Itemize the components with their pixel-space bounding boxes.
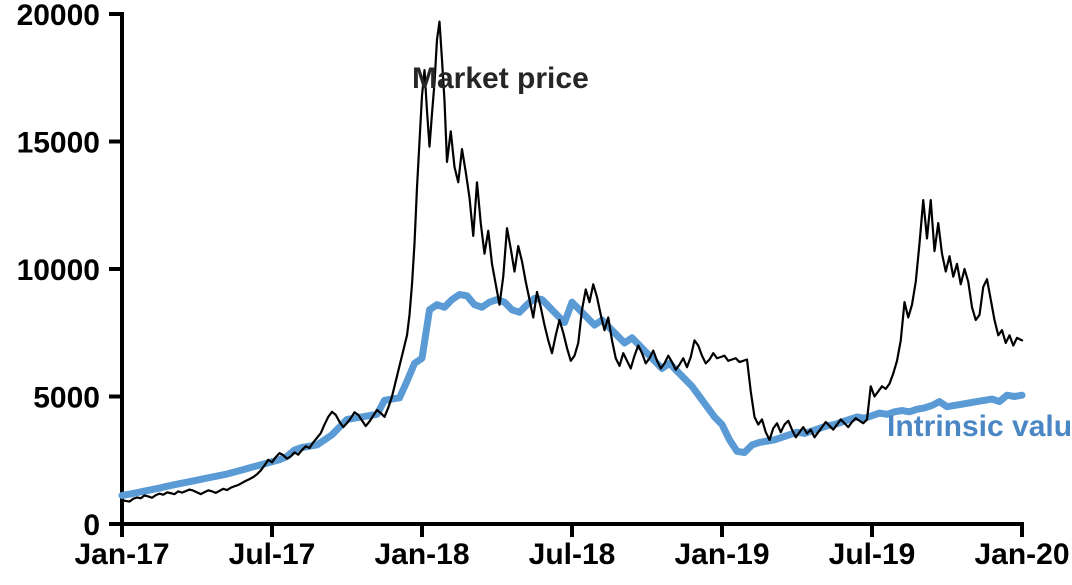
y-tick-label: 10000 [17,254,100,287]
series-line-market-price [120,20,1024,503]
x-axis-tick-labels: Jan-17 Jul-17 Jan-18 Jul-18 Jan-19 Jul-19 Jan-… [74,538,1069,571]
y-tick-label: 20000 [17,0,100,32]
series-annotation-label: Intrinsic value [887,410,1072,443]
x-tick-label: Jul-17 [229,538,316,571]
x-tick-label: Jan-20 [974,538,1069,571]
y-tick-label: 0 [83,509,100,542]
x-tick-label: Jul-19 [829,538,916,571]
x-tick-label: Jan-18 [374,538,469,571]
y-tick-label: 5000 [33,382,100,415]
x-axis-tick-marks [120,524,1024,537]
x-tick-label: Jan-19 [674,538,769,571]
x-tick-label: Jul-18 [529,538,616,571]
y-axis-tick-labels: 0 5000 10000 15000 20000 [17,0,100,542]
x-tick-label: Jan-17 [74,538,169,571]
y-tick-label: 15000 [17,127,100,160]
y-axis-tick-marks [109,12,122,526]
series-line-intrinsic-value [118,291,1026,499]
series-annotations: Market price Intrinsic value [412,62,1072,443]
series-annotation-label: Market price [412,62,589,95]
